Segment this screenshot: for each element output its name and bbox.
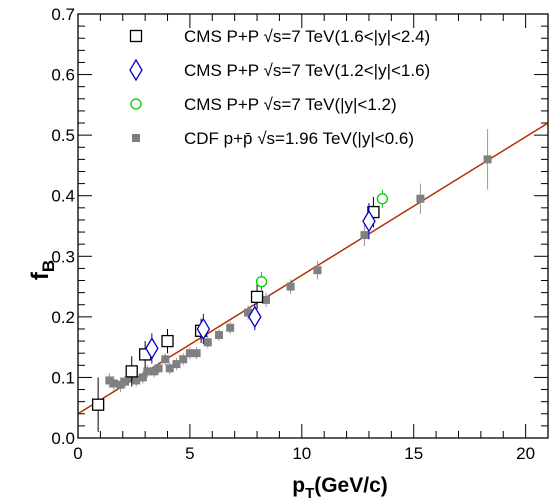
x-tick-label: 10 (292, 444, 311, 463)
data-point (91, 398, 105, 411)
data-point (196, 317, 211, 341)
data-point (376, 193, 389, 205)
data-point (483, 155, 492, 164)
data-point (138, 373, 147, 382)
series-1 (145, 202, 376, 364)
data-point (154, 364, 163, 373)
data-point (161, 334, 174, 348)
x-tick-label: 0 (73, 444, 82, 463)
y-tick-label: 0.5 (51, 126, 75, 145)
legend-marker (129, 29, 143, 43)
series-0 (91, 196, 380, 432)
data-point (248, 305, 262, 329)
tick-marks (77, 13, 549, 439)
data-point (165, 364, 174, 373)
data-point (215, 331, 223, 340)
data-point (121, 377, 129, 386)
data-point (203, 338, 212, 347)
x-axis-title: pT(GeV/c) (292, 474, 388, 502)
plot-frame (77, 13, 549, 439)
data-point (109, 379, 118, 388)
legend-entry: CMS P+P √s=7 TeV(|y|<1.2) (184, 95, 397, 114)
y-axis-title: fB (27, 260, 58, 280)
y-tick-label: 0.4 (51, 187, 75, 206)
data-point (145, 337, 159, 360)
data-point (250, 290, 264, 304)
data-point (362, 209, 376, 233)
x-tick-label: 5 (185, 444, 194, 463)
data-point (132, 376, 141, 385)
data-point (286, 282, 295, 291)
tick-labels: 0 5 10 15 20 0.0 0.1 0.2 0.3 0.4 0.5 0.6 0.7 (51, 5, 535, 463)
data-point (150, 367, 159, 376)
data-point (143, 367, 152, 376)
data-point (244, 308, 253, 317)
data-point (179, 355, 188, 364)
legend-marker (130, 98, 142, 110)
data-points (91, 129, 492, 432)
x-tick-label: 20 (516, 444, 535, 463)
data-point (172, 360, 181, 369)
legend-entry: CMS P+P √s=7 TeV(1.2<|y|<1.6) (184, 61, 430, 80)
data-point (262, 295, 270, 304)
data-point (105, 376, 114, 385)
legend-marker (132, 134, 140, 142)
data-point (313, 266, 322, 275)
y-tick-label: 0.2 (51, 308, 75, 327)
data-point (116, 380, 125, 389)
data-point (192, 349, 201, 358)
y-tick-label: 0.6 (51, 66, 75, 85)
data-point (185, 349, 194, 358)
y-tick-label: 0.7 (51, 5, 75, 24)
y-tick-label: 0.3 (51, 247, 75, 266)
data-point (125, 365, 138, 378)
series-2 (255, 189, 389, 292)
x-tick-label: 15 (404, 444, 423, 463)
data-point (226, 323, 235, 332)
data-point (161, 355, 170, 364)
series-3 (105, 129, 492, 392)
legend-entry: CDF p+p̄ √s=1.96 TeV(|y|<0.6) (184, 129, 414, 148)
data-point (360, 231, 369, 240)
legend-marker (129, 58, 143, 82)
data-point (416, 194, 425, 203)
y-tick-label: 0.0 (51, 429, 75, 448)
legend-entry: CMS P+P √s=7 TeV(1.6<|y|<2.4) (184, 27, 430, 46)
data-point (255, 276, 268, 288)
legend: CMS P+P √s=7 TeV(1.6<|y|<2.4) CMS P+P √s=… (129, 27, 430, 148)
y-tick-label: 0.1 (51, 368, 75, 387)
